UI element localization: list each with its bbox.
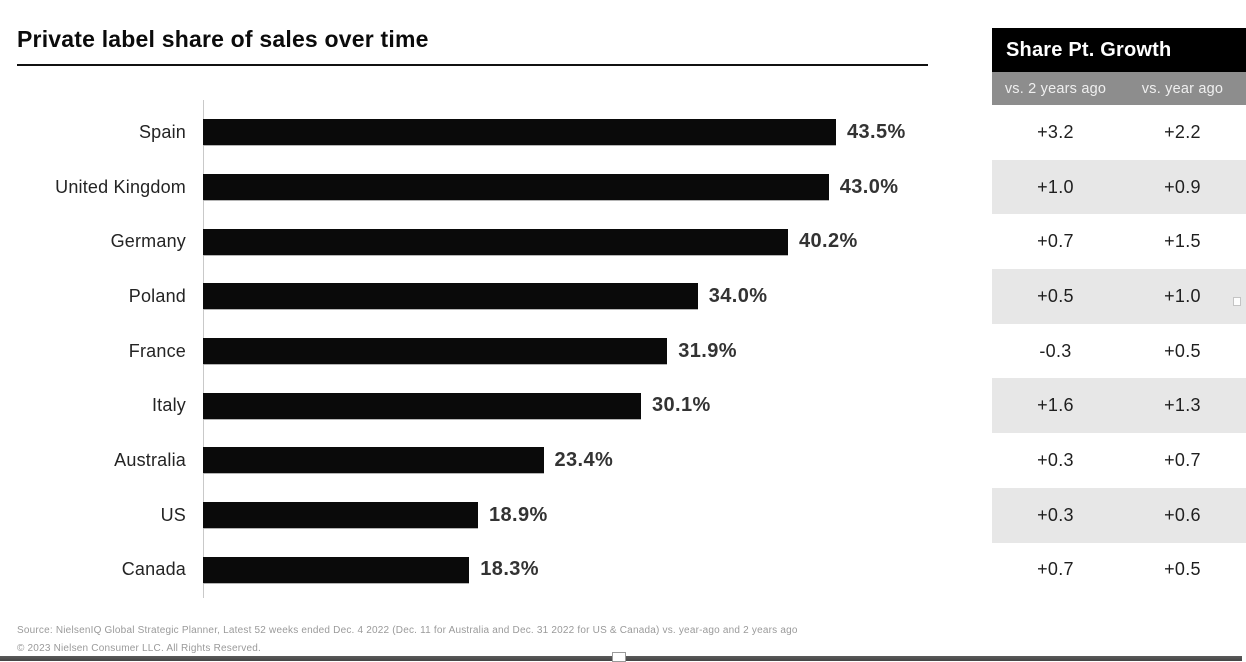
growth-value: +0.6 (1164, 504, 1201, 525)
footer: Source: NielsenIQ Global Strategic Plann… (17, 622, 798, 657)
bar-chart: Spain 43.5% United Kingdom 43.0% Germany 40.2… (0, 105, 985, 597)
chart-row-germany: Germany 40.2% (0, 214, 985, 269)
source-note: Source: NielsenIQ Global Strategic Plann… (17, 625, 798, 636)
chart-row-spain: Spain 43.5% (0, 105, 985, 160)
bar (203, 338, 668, 365)
growth-value: +0.3 (1037, 449, 1074, 470)
growth-row: +0.7 +0.5 (992, 543, 1246, 598)
chart-row-france: France 31.9% (0, 324, 985, 379)
bar (203, 502, 479, 529)
growth-value: +0.7 (1037, 559, 1074, 580)
growth-table: Share Pt. Growth vs. 2 years ago vs. yea… (992, 28, 1246, 597)
bar-value-label: 43.5% (847, 120, 906, 143)
growth-row: +1.6 +1.3 (992, 378, 1246, 434)
category-label: Germany (110, 231, 186, 252)
growth-value: +0.7 (1037, 231, 1074, 252)
category-label: United Kingdom (55, 176, 186, 197)
growth-row: -0.3 +0.5 (992, 324, 1246, 379)
selection-handle-artifact (1233, 297, 1241, 306)
bar (203, 174, 829, 201)
bar (203, 447, 544, 474)
category-label: Australia (114, 449, 186, 470)
growth-table-title: Share Pt. Growth (992, 28, 1246, 72)
page-title: Private label share of sales over time (17, 26, 429, 52)
growth-value: +1.0 (1037, 176, 1074, 197)
growth-value: +0.5 (1164, 340, 1201, 361)
growth-value: +1.6 (1037, 395, 1074, 416)
bar-value-label: 43.0% (839, 175, 899, 198)
copyright-note: © 2023 Nielsen Consumer LLC. All Rights … (17, 642, 261, 654)
category-label: Spain (138, 121, 186, 142)
category-label: Canada (121, 559, 186, 580)
growth-row: +3.2 +2.2 (992, 105, 1246, 160)
growth-row: +1.0 +0.9 (992, 159, 1246, 215)
bar-value-label: 18.3% (480, 558, 539, 581)
bar-value-label: 34.0% (708, 284, 768, 307)
chart-row-poland: Poland 34.0% (0, 269, 985, 324)
category-label: Poland (128, 285, 186, 306)
chart-row-italy: Italy 30.1% (0, 378, 985, 433)
bar (203, 392, 641, 419)
growth-value: +1.0 (1164, 285, 1201, 306)
growth-table-subheader: vs. 2 years ago vs. year ago (992, 72, 1246, 105)
category-label: France (128, 340, 186, 361)
bar-value-label: 40.2% (798, 230, 858, 253)
growth-value: +2.2 (1164, 121, 1201, 142)
bar-value-label: 30.1% (652, 394, 711, 417)
category-label: Italy (151, 395, 186, 416)
bar (203, 556, 470, 583)
column-header-vs-year-ago: vs. year ago (1141, 80, 1224, 97)
growth-row: +0.7 +1.5 (992, 214, 1246, 269)
chart-row-united-kingdom: United Kingdom 43.0% (0, 160, 985, 215)
growth-value: +0.3 (1037, 504, 1074, 525)
growth-row: +0.5 +1.0 (992, 269, 1246, 324)
bar-value-label: 31.9% (678, 339, 737, 362)
resize-handle[interactable] (612, 652, 626, 662)
growth-value: +0.7 (1164, 449, 1201, 470)
growth-row: +0.3 +0.7 (992, 433, 1246, 488)
bar-value-label: 23.4% (554, 448, 614, 471)
chart-row-australia: Australia 23.4% (0, 433, 985, 488)
category-label: US (160, 504, 186, 525)
growth-row: +0.3 +0.6 (992, 487, 1246, 543)
column-header-vs-2-years-ago: vs. 2 years ago (1004, 80, 1107, 97)
growth-value: +1.5 (1164, 231, 1201, 252)
growth-value: +0.9 (1164, 176, 1201, 197)
growth-value: -0.3 (1039, 340, 1072, 361)
title-block: Private label share of sales over time (17, 26, 928, 66)
bar-value-label: 18.9% (489, 503, 548, 526)
growth-value: +0.5 (1164, 559, 1201, 580)
bar (203, 228, 788, 255)
bar (203, 283, 698, 310)
growth-table-body: +3.2 +2.2 +1.0 +0.9 +0.7 +1.5 +0.5 +1.0 -0.3 +0.5… (992, 105, 1246, 597)
growth-value: +3.2 (1037, 121, 1074, 142)
growth-value: +0.5 (1037, 285, 1074, 306)
bar (203, 119, 836, 146)
chart-row-canada: Canada 18.3% (0, 543, 985, 598)
chart-row-us: US 18.9% (0, 488, 985, 543)
growth-value: +1.3 (1164, 395, 1201, 416)
